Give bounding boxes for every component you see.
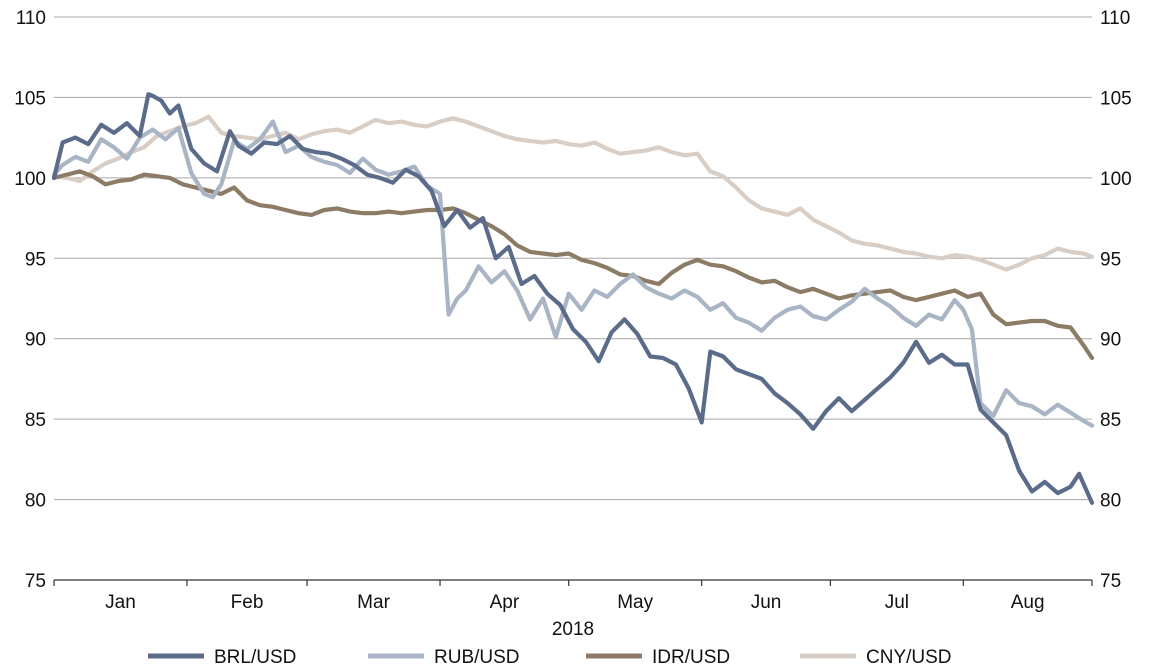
x-tick-label: Jul	[885, 592, 909, 613]
y-tick-label-left: 75	[25, 571, 46, 592]
x-axis-title: 2018	[552, 619, 594, 640]
y-tick-label-right: 85	[1100, 410, 1121, 431]
y-tick-label-right: 90	[1100, 330, 1121, 351]
legend-label: RUB/USD	[434, 647, 520, 668]
x-axis-month-labels: Jan Feb Mar Apr May Jun Jul Aug	[105, 592, 1044, 613]
series-lines	[51, 92, 1095, 505]
series-line-rub-usd	[51, 119, 1095, 428]
series-line-idr-usd	[51, 169, 1095, 361]
x-tick-label: Apr	[490, 592, 520, 613]
x-axis	[53, 579, 1093, 586]
y-tick-label-right: 110	[1100, 8, 1130, 29]
legend: BRL/USD RUB/USD IDR/USD CNY/USD	[148, 647, 952, 668]
y-tick-label-left: 90	[25, 330, 46, 351]
y-tick-label-left: 85	[25, 410, 46, 431]
y-tick-label-left: 95	[25, 249, 46, 270]
x-tick-label: Mar	[357, 592, 390, 613]
y-tick-label-right: 80	[1100, 491, 1121, 512]
x-tick-label: Jan	[105, 592, 136, 613]
y-tick-label-right: 100	[1100, 169, 1132, 190]
x-tick-label: Jun	[751, 592, 782, 613]
y-tick-label-right: 105	[1100, 88, 1132, 109]
y-axis-right-labels: 75 80 85 90 95 100 105 110	[1100, 8, 1132, 592]
y-tick-label-left: 80	[25, 491, 46, 512]
y-tick-label-left: 105	[14, 88, 46, 109]
x-tick-label: Aug	[1011, 592, 1045, 613]
legend-label: IDR/USD	[652, 647, 730, 668]
y-tick-label-right: 95	[1100, 249, 1121, 270]
legend-label: CNY/USD	[866, 647, 952, 668]
y-axis-left-labels: 75 80 85 90 95 100 105 110	[14, 8, 46, 592]
gridlines	[54, 16, 1092, 501]
legend-label: BRL/USD	[214, 647, 296, 668]
y-tick-label-left: 100	[14, 169, 46, 190]
y-tick-label-right: 75	[1100, 571, 1121, 592]
x-tick-label: Feb	[231, 592, 264, 613]
x-tick-label: May	[617, 592, 653, 613]
y-tick-label-left: 110	[16, 8, 46, 29]
series-line-brl-usd	[51, 92, 1095, 505]
